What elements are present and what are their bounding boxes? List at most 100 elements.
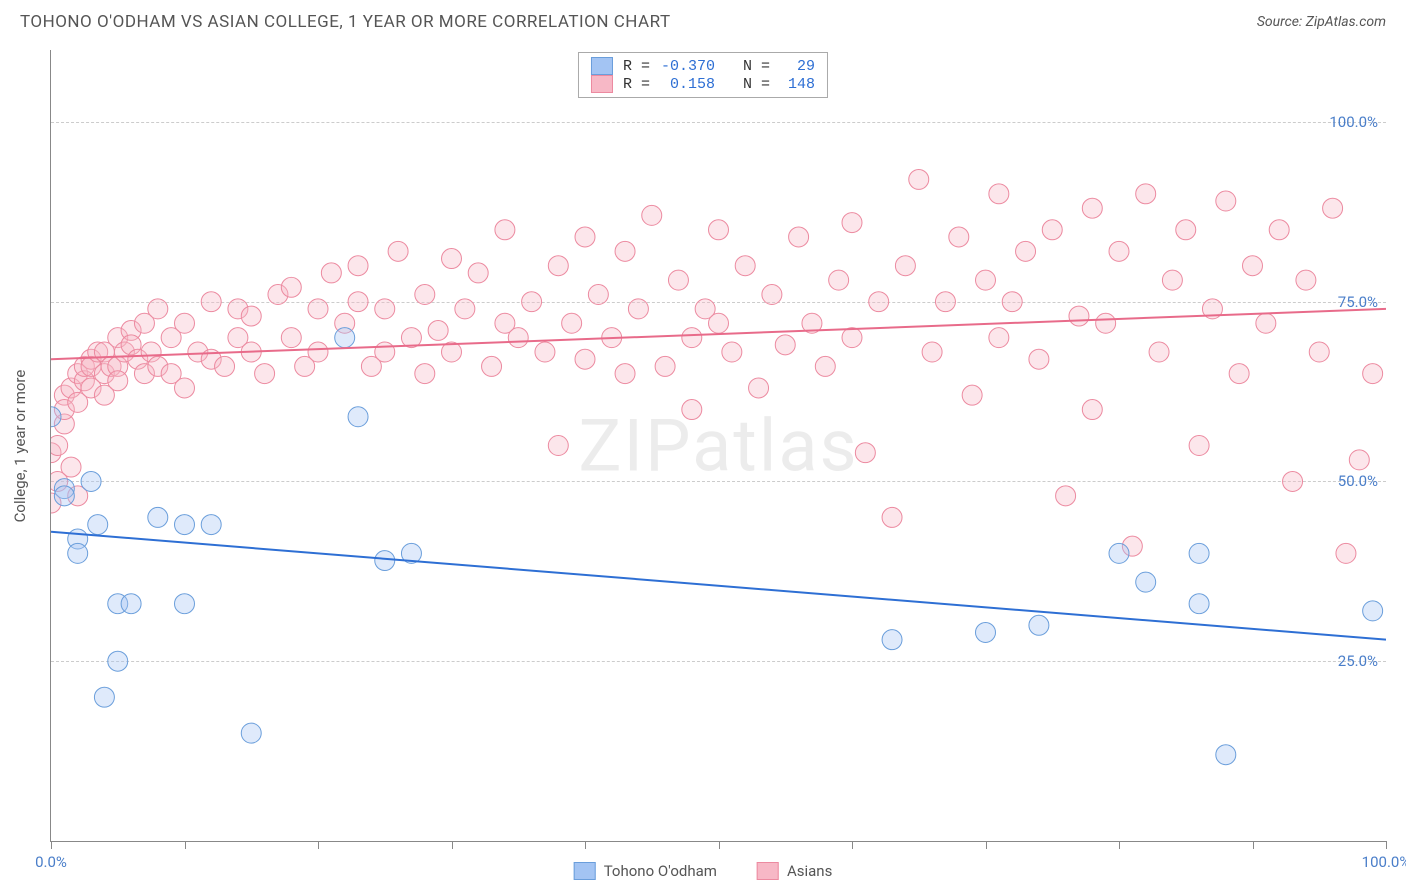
data-point [175,515,195,535]
data-point [1283,471,1303,491]
series-legend-item: Tohono O'odham [574,862,717,880]
data-point [108,371,128,391]
data-point [1189,436,1209,456]
data-point [1002,292,1022,312]
scatter-plot [51,50,1386,841]
data-point [482,356,502,376]
data-point [255,364,275,384]
data-point [882,507,902,527]
data-point [575,227,595,247]
data-point [989,328,1009,348]
data-point [375,551,395,571]
data-point [709,220,729,240]
data-point [215,356,235,376]
data-point [455,299,475,319]
data-point [1082,198,1102,218]
legend-n-label: N = [725,76,770,93]
data-point [1136,184,1156,204]
data-point [54,486,74,506]
data-point [1056,486,1076,506]
data-point [508,328,528,348]
data-point [1016,241,1036,261]
data-point [348,292,368,312]
data-point [1082,400,1102,420]
data-point [1109,241,1129,261]
data-point [535,342,555,362]
data-point [1069,306,1089,326]
data-point [949,227,969,247]
legend-r-value: 0.158 [660,76,715,93]
x-tick [1253,841,1254,849]
chart-header: TOHONO O'ODHAM VS ASIAN COLLEGE, 1 YEAR … [0,0,1406,40]
data-point [68,543,88,563]
data-point [976,622,996,642]
data-point [1256,313,1276,333]
trend-line [51,532,1386,640]
data-point [1189,543,1209,563]
data-point [709,313,729,333]
data-point [415,364,435,384]
data-point [842,328,862,348]
data-point [775,335,795,355]
x-tick [1386,841,1387,849]
data-point [1149,342,1169,362]
data-point [615,364,635,384]
data-point [61,457,81,477]
legend-n-value: 29 [780,58,815,75]
legend-r-value: -0.370 [660,58,715,75]
data-point [468,263,488,283]
data-point [895,256,915,276]
data-point [281,277,301,297]
data-point [241,723,261,743]
x-tick-label: 100.0% [1362,853,1406,871]
data-point [1243,256,1263,276]
data-point [1029,349,1049,369]
legend-n-label: N = [725,58,770,75]
data-point [1216,745,1236,765]
data-point [909,169,929,189]
data-point [842,213,862,233]
chart-title: TOHONO O'ODHAM VS ASIAN COLLEGE, 1 YEAR … [20,12,671,32]
data-point [735,256,755,276]
data-point [375,299,395,319]
data-point [682,400,702,420]
chart-source: Source: ZipAtlas.com [1257,14,1386,30]
x-tick [452,841,453,849]
data-point [428,320,448,340]
data-point [201,292,221,312]
data-point [1029,615,1049,635]
legend-swatch [591,75,613,93]
data-point [1109,543,1129,563]
x-tick [51,841,52,849]
legend-r-label: R = [623,76,650,93]
data-point [962,385,982,405]
data-point [548,436,568,456]
legend-n-value: 148 [780,76,815,93]
legend-swatch [574,862,596,880]
data-point [935,292,955,312]
data-point [1349,450,1369,470]
data-point [655,356,675,376]
data-point [989,184,1009,204]
data-point [442,249,462,269]
data-point [1229,364,1249,384]
data-point [1189,594,1209,614]
data-point [1176,220,1196,240]
data-point [789,227,809,247]
data-point [749,378,769,398]
data-point [94,687,114,707]
data-point [1323,198,1343,218]
data-point [321,263,341,283]
data-point [1162,270,1182,290]
data-point [575,349,595,369]
data-point [855,443,875,463]
legend-row: R = -0.370 N = 29 [591,57,815,75]
data-point [562,313,582,333]
data-point [722,342,742,362]
plot-area: ZIPatlas 25.0%50.0%75.0%100.0%0.0%100.0% [50,50,1386,842]
legend-swatch [757,862,779,880]
data-point [81,471,101,491]
data-point [148,299,168,319]
data-point [682,328,702,348]
data-point [815,356,835,376]
